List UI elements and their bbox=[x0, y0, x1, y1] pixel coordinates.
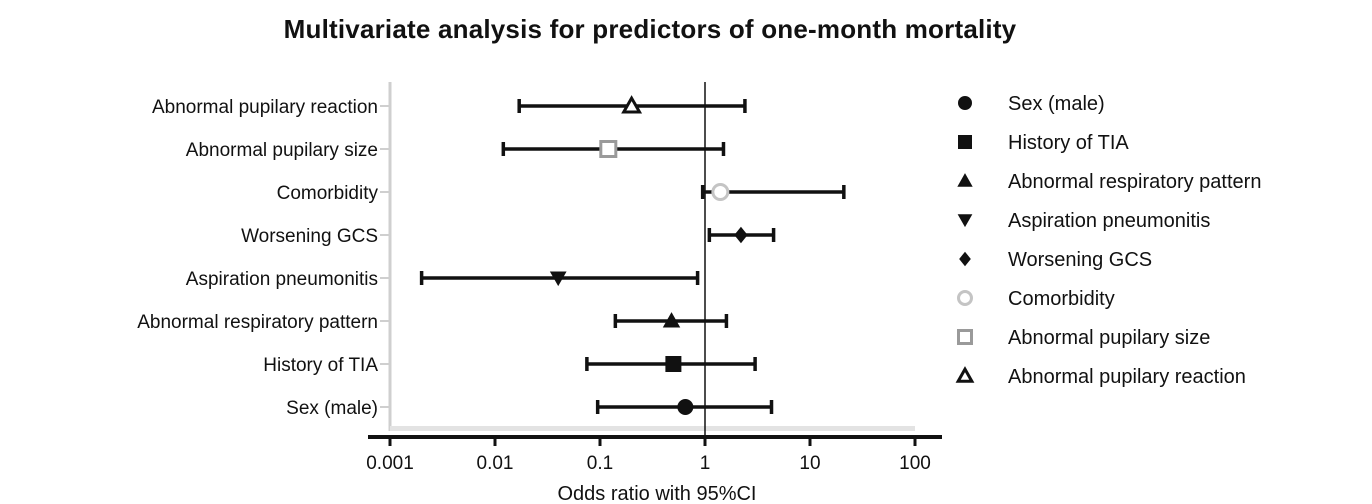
legend-item-abnormal-respiratory-pattern: Abnormal respiratory pattern bbox=[957, 171, 1261, 193]
x-tick-label: 10 bbox=[799, 453, 820, 474]
point-estimate-abnormal-pupilary-reaction bbox=[621, 95, 643, 114]
point-estimate-worsening-gcs bbox=[734, 226, 748, 244]
legend-item-worsening-gcs: Worsening GCS bbox=[959, 249, 1152, 271]
row-label: Worsening GCS bbox=[241, 226, 378, 247]
legend-item-abnormal-pupilary-reaction: Abnormal pupilary reaction bbox=[955, 366, 1246, 388]
legend-label: Abnormal pupilary reaction bbox=[1008, 366, 1246, 388]
point-estimate-comorbidity bbox=[711, 183, 730, 201]
x-tick-label: 0.001 bbox=[366, 453, 414, 474]
chart-title: Multivariate analysis for predictors of … bbox=[283, 14, 1017, 44]
point-estimate-history-of-tia bbox=[665, 356, 682, 372]
forest-row-worsening-gcs: Worsening GCS bbox=[241, 226, 776, 247]
forest-row-history-of-tia: History of TIA bbox=[263, 355, 757, 376]
legend-marker bbox=[955, 366, 975, 383]
legend-label: Comorbidity bbox=[1008, 288, 1115, 310]
x-tick-label: 0.01 bbox=[477, 453, 514, 474]
legend: Sex (male) History of TIA Abnormal respira… bbox=[955, 93, 1261, 388]
legend-marker bbox=[957, 214, 973, 228]
row-label: Sex (male) bbox=[286, 398, 378, 419]
plot-frame bbox=[388, 82, 915, 431]
legend-marker bbox=[957, 173, 973, 187]
forest-row-comorbidity: Comorbidity bbox=[277, 183, 846, 204]
legend-label: Sex (male) bbox=[1008, 93, 1105, 115]
legend-item-sex-male: Sex (male) bbox=[958, 93, 1105, 115]
row-label: Abnormal pupilary reaction bbox=[152, 97, 378, 118]
x-axis: 0.001 0.01 0.1 1 10 100 Odds ratio with 95%CI bbox=[366, 435, 942, 504]
legend-marker bbox=[958, 96, 972, 110]
legend-marker bbox=[957, 290, 973, 306]
legend-label: Abnormal pupilary size bbox=[1008, 327, 1210, 349]
x-tick-label: 100 bbox=[899, 453, 931, 474]
forest-row-abnormal-pupilary-size: Abnormal pupilary size bbox=[186, 140, 726, 161]
legend-marker bbox=[957, 329, 973, 345]
legend-marker bbox=[958, 135, 972, 149]
row-label: History of TIA bbox=[263, 355, 378, 376]
point-estimate-abnormal-pupilary-size bbox=[599, 140, 618, 158]
legend-label: Worsening GCS bbox=[1008, 249, 1152, 271]
legend-item-history-of-tia: History of TIA bbox=[958, 132, 1129, 154]
legend-label: Abnormal respiratory pattern bbox=[1008, 171, 1261, 193]
x-tick-label: 0.1 bbox=[587, 453, 613, 474]
legend-item-comorbidity: Comorbidity bbox=[957, 288, 1115, 310]
forest-row-aspiration-pneumonitis: Aspiration pneumonitis bbox=[186, 269, 700, 290]
row-label: Abnormal pupilary size bbox=[186, 140, 378, 161]
legend-item-abnormal-pupilary-size: Abnormal pupilary size bbox=[957, 327, 1210, 349]
point-estimate-sex-male bbox=[677, 399, 694, 415]
row-label: Aspiration pneumonitis bbox=[186, 269, 378, 290]
legend-marker bbox=[959, 251, 971, 267]
row-label: Comorbidity bbox=[277, 183, 379, 204]
row-label: Abnormal respiratory pattern bbox=[137, 312, 378, 333]
legend-label: Aspiration pneumonitis bbox=[1008, 210, 1210, 232]
forest-row-abnormal-pupilary-reaction: Abnormal pupilary reaction bbox=[152, 95, 747, 118]
forest-row-abnormal-respiratory-pattern: Abnormal respiratory pattern bbox=[137, 312, 729, 333]
x-tick-label: 1 bbox=[700, 453, 711, 474]
legend-label: History of TIA bbox=[1008, 132, 1129, 154]
plot-bottom-strip bbox=[390, 426, 915, 431]
point-estimate-abnormal-respiratory-pattern bbox=[662, 312, 681, 328]
forest-row-sex-male: Sex (male) bbox=[286, 398, 774, 419]
legend-item-aspiration-pneumonitis: Aspiration pneumonitis bbox=[957, 210, 1210, 232]
point-estimate-aspiration-pneumonitis bbox=[549, 271, 567, 287]
x-axis-label: Odds ratio with 95%CI bbox=[558, 483, 757, 504]
forest-rows: Abnormal pupilary reaction Abnormal pupil… bbox=[137, 95, 846, 419]
